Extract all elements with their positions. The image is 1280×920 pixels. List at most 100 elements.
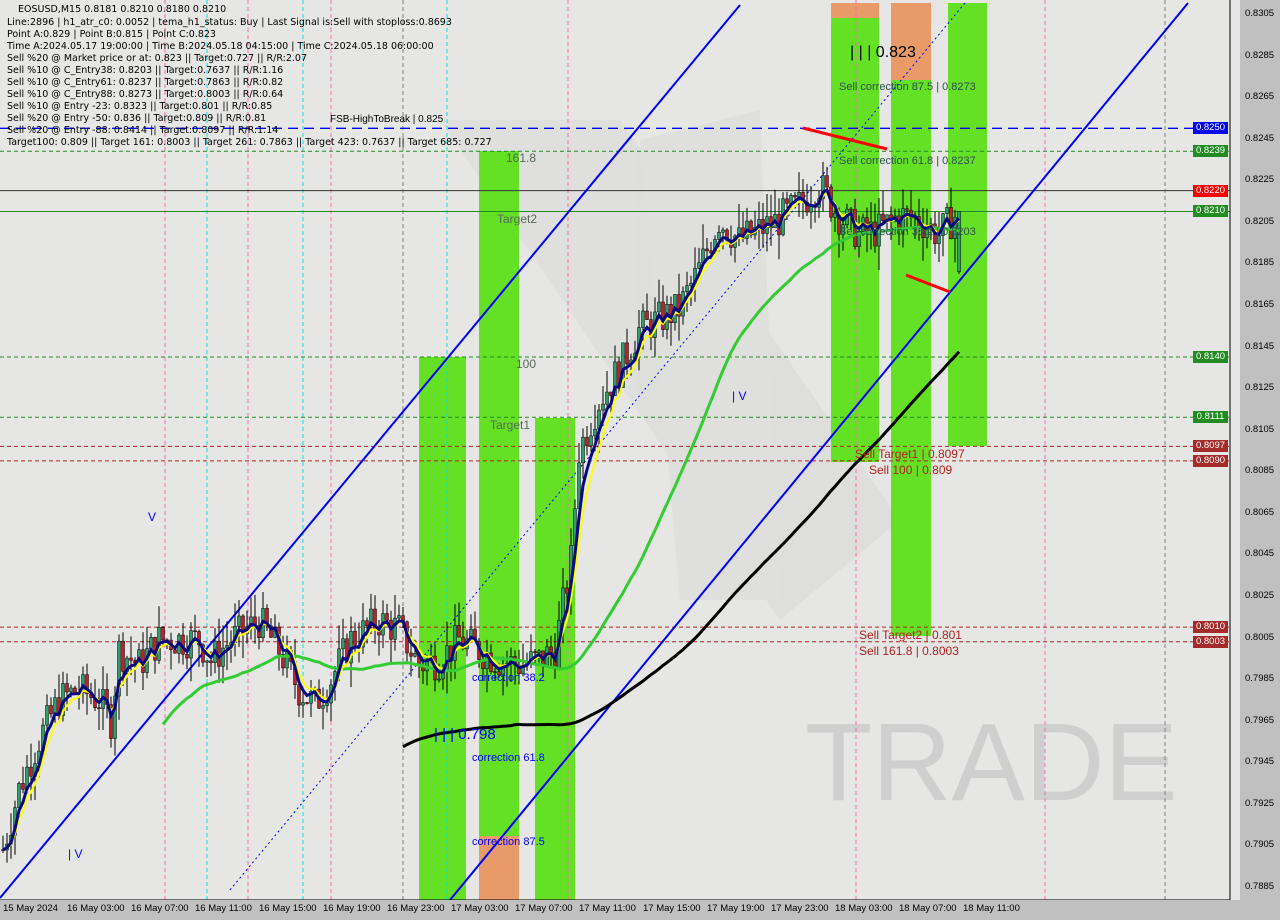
price-tick-label: 0.8165	[1245, 299, 1275, 310]
time-tick-label: 17 May 23:00	[771, 903, 829, 914]
wave-iv-label-2: | V	[732, 389, 747, 403]
time-tick-label: 18 May 07:00	[899, 903, 957, 914]
sell-correction-618: Sell correction 61.8 | 0.8237	[839, 155, 976, 167]
info-line: Sell %10 @ C_Entry61: 0.8237 || Target:0…	[7, 77, 284, 88]
candle-body	[661, 301, 665, 330]
price-chart[interactable]: TRADE	[0, 0, 1240, 900]
candle-body	[809, 206, 813, 213]
info-line: Sell %10 @ C_Entry38: 0.8203 || Target:0…	[7, 65, 284, 76]
candle-body	[705, 248, 709, 252]
level-100-label: 100	[516, 357, 537, 371]
time-tick-label: 16 May 11:00	[195, 903, 252, 914]
price-level-tag: 0.8010	[1193, 621, 1228, 634]
candle-body	[225, 645, 229, 649]
info-line: Sell %20 @ Market price or at: 0.823 || …	[7, 53, 308, 64]
candle-body	[197, 631, 201, 646]
candle-body	[17, 783, 21, 808]
channel-upper-line	[0, 4, 741, 899]
candle-body	[721, 229, 725, 233]
info-line: Time A:2024.05.17 19:00:00 | Time B:2024…	[7, 41, 434, 52]
price-tick-label: 0.8145	[1245, 340, 1275, 352]
time-tick-label: 17 May 03:00	[451, 903, 509, 914]
channel-lower-line	[449, 2, 1189, 900]
time-tick-label: 16 May 03:00	[67, 903, 125, 914]
price-tick-label: 0.7945	[1245, 756, 1275, 768]
fsb-label: FSB-HighToBreak | 0.825	[330, 114, 444, 125]
candle-body	[21, 783, 25, 790]
level-1618-label: 161.8	[506, 151, 537, 165]
candle-body	[905, 208, 909, 211]
pattern-line-bc	[905, 273, 951, 294]
candle-body	[593, 428, 597, 437]
candle-body	[121, 640, 125, 672]
candle-body	[205, 660, 209, 663]
price-tick-label: 0.8225	[1245, 174, 1275, 186]
price-level-tag: 0.8210	[1193, 205, 1228, 218]
candle-body	[309, 691, 313, 704]
info-line: Point A:0.829 | Point B:0.815 | Point C:…	[7, 29, 216, 40]
price-level-tag: 0.8250	[1193, 122, 1228, 135]
price-tick-label: 0.7905	[1245, 839, 1275, 851]
price-tick-label: 0.8305	[1245, 8, 1275, 19]
wave-iv-label: | V	[68, 847, 83, 861]
candle-body	[625, 342, 629, 365]
time-tick-label: 16 May 07:00	[131, 903, 189, 914]
candle-body	[585, 436, 589, 447]
candle-body	[881, 213, 885, 221]
sell-target2-label: Sell Target2 | 0.801	[859, 628, 962, 642]
candle-body	[437, 678, 441, 681]
price-level-tag: 0.8140	[1193, 350, 1228, 363]
point-b-label: | | | 0.798	[434, 726, 496, 743]
price-level-tag: 0.8111	[1193, 411, 1228, 424]
price-tick-label: 0.8265	[1245, 91, 1275, 103]
candle-body	[953, 216, 957, 240]
candle-body	[237, 615, 241, 627]
candle-body	[857, 231, 861, 247]
candle-body	[49, 705, 53, 715]
correction-zone	[891, 3, 931, 80]
candle-body	[301, 702, 305, 706]
price-tick-label: 0.7985	[1245, 673, 1275, 685]
sell-correction-382: Sell correction 38.2 | 0.8203	[839, 226, 976, 238]
info-line: Sell %20 @ Entry -88: 0.8414 || Target:0…	[7, 125, 279, 136]
price-level-tag: 0.8239	[1193, 145, 1228, 158]
trend-channel	[0, 2, 1189, 900]
target2-label: Target2	[497, 212, 538, 226]
time-tick-label: 16 May 23:00	[387, 903, 445, 914]
candle-body	[821, 175, 825, 199]
price-tick-label: 0.8025	[1245, 590, 1275, 601]
candle-body	[413, 653, 417, 657]
correction-382-label: correction 38.2	[472, 672, 545, 684]
candle-body	[385, 613, 389, 621]
candle-body	[193, 630, 197, 632]
candle-body	[281, 653, 285, 669]
watermark-text: TRADE	[805, 701, 1178, 824]
time-tick-label: 16 May 19:00	[323, 903, 381, 914]
candle-body	[641, 310, 645, 328]
candle-body	[685, 285, 689, 292]
time-tick-label: 17 May 07:00	[515, 903, 573, 914]
candle-body	[697, 262, 701, 269]
candle-body	[353, 631, 357, 646]
point-c-label: | | | 0.823	[850, 44, 916, 61]
candle-body	[161, 627, 165, 641]
price-tick-label: 0.8205	[1245, 215, 1275, 227]
info-line: Target100: 0.809 || Target 161: 0.8003 |…	[7, 137, 492, 148]
info-line: Sell %10 @ C_Entry88: 0.8273 || Target:0…	[7, 89, 284, 100]
price-tick-label: 0.8285	[1245, 49, 1275, 61]
candle-body	[65, 683, 69, 693]
candle-body	[173, 649, 177, 654]
candle-body	[613, 361, 617, 396]
candle-body	[29, 766, 33, 777]
vertical-markers	[164, 0, 1166, 900]
price-tick-label: 0.8005	[1245, 631, 1275, 643]
price-tick-label: 0.7885	[1245, 881, 1275, 892]
candle-body	[493, 671, 497, 673]
price-level-tag: 0.8090	[1193, 454, 1228, 467]
candle-body	[265, 608, 269, 627]
correction-618-label: correction 61.8	[472, 752, 545, 764]
price-level-tag: 0.8220	[1193, 184, 1228, 197]
price-tick-label: 0.8085	[1245, 465, 1275, 477]
price-tick-label: 0.8105	[1245, 423, 1275, 435]
green-ma-line	[161, 225, 960, 726]
